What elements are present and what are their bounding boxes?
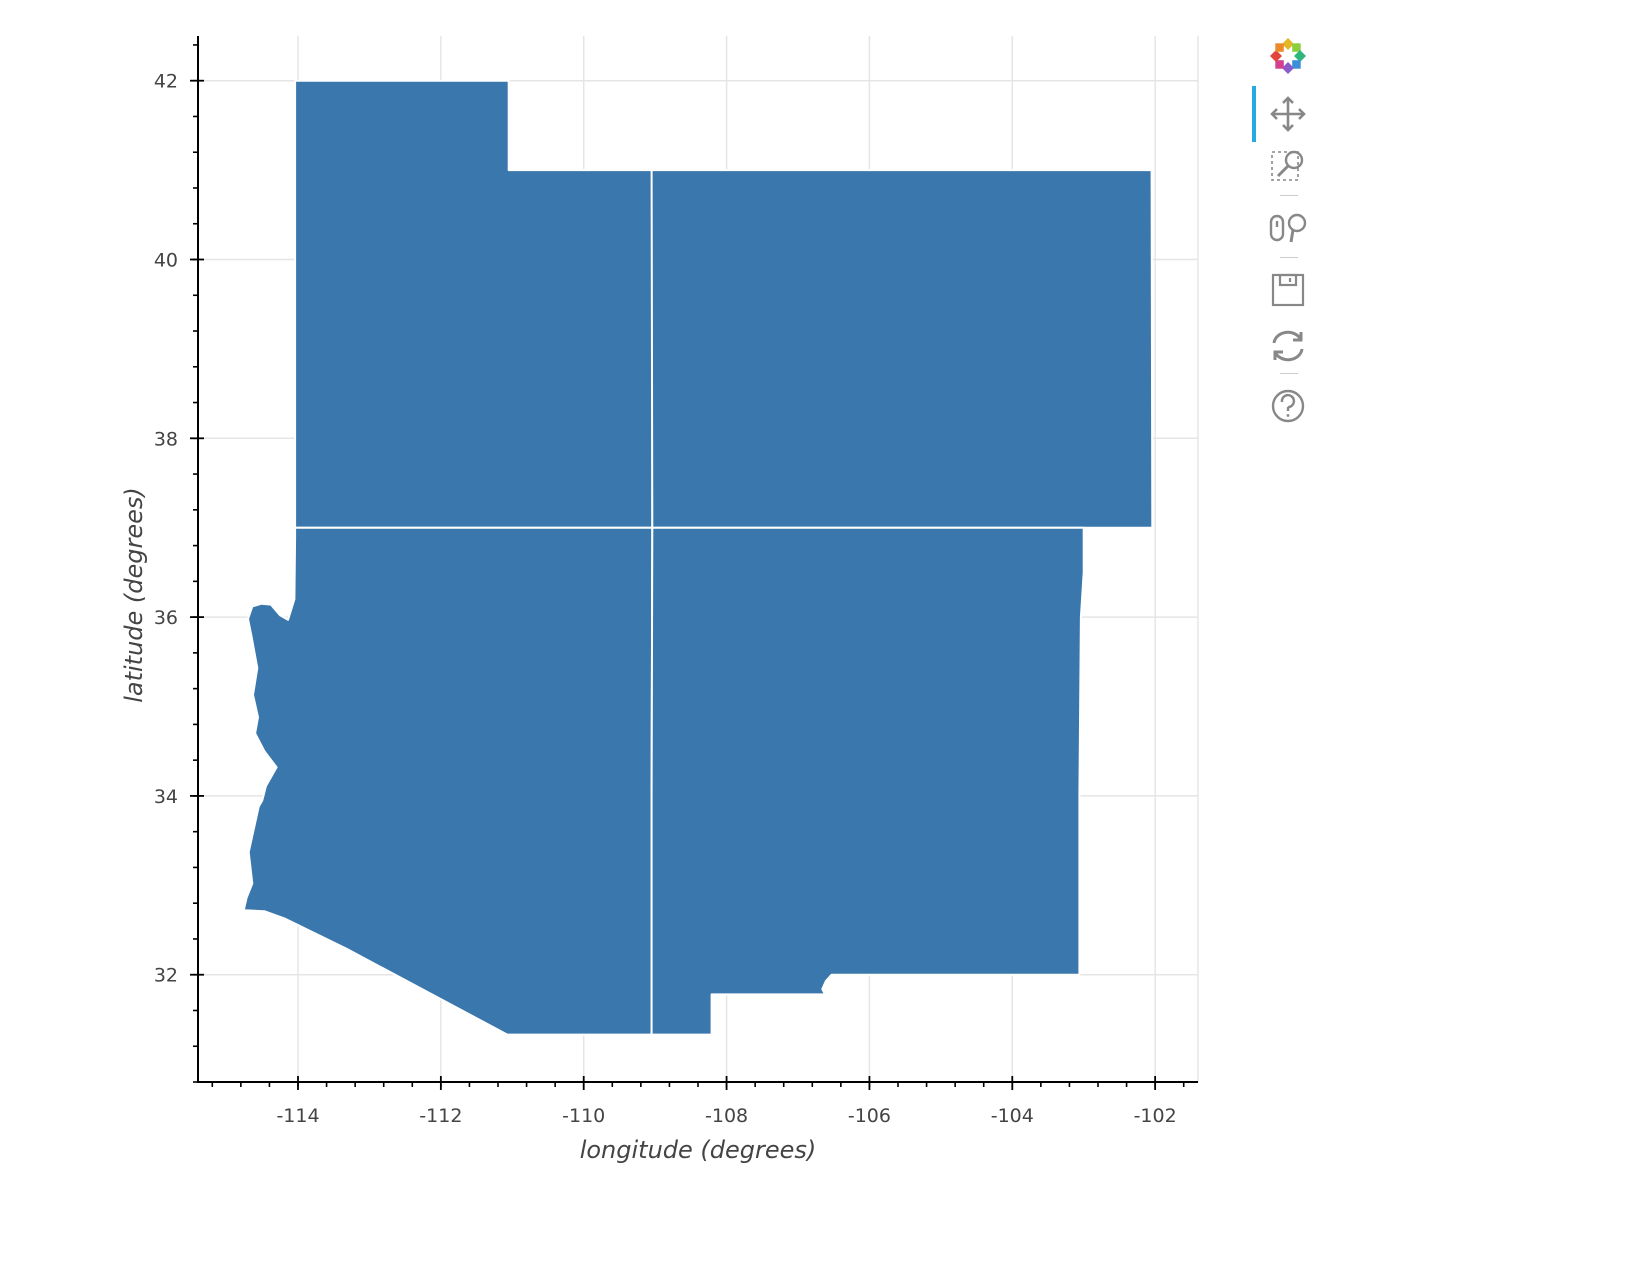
wheel-zoom-icon[interactable] [1258,202,1318,254]
reset-icon[interactable] [1258,320,1318,372]
y-tick-label: 42 [154,71,178,93]
toolbar-divider [1280,373,1298,374]
x-tick-label: -104 [991,1105,1034,1127]
x-tick-label: -108 [705,1105,748,1127]
plot-toolbar [1252,30,1318,450]
y-axis-title: latitude (degrees) [120,487,148,703]
y-tick-label: 38 [154,428,178,450]
y-tick-label: 40 [154,250,178,272]
x-axis-title: longitude (degrees) [580,1136,817,1164]
bokeh-logo-icon[interactable] [1258,30,1318,82]
y-tick-label: 32 [154,965,178,987]
region-patches [242,79,1154,1036]
y-tick-label: 34 [154,786,178,808]
region-patch-southwest[interactable] [242,526,654,1036]
x-tick-label: -112 [419,1105,462,1127]
pan-icon[interactable] [1258,88,1318,140]
toolbar-divider [1280,195,1298,196]
x-tick-label: -106 [848,1105,891,1127]
help-icon[interactable] [1258,380,1318,432]
x-tick-label: -114 [276,1105,319,1127]
region-patch-northeast[interactable] [650,169,1154,529]
active-tool-indicator [1252,86,1256,142]
axes: -114 -112 -110 -108 -106 -104 -102 32 34 36 38 40 4… [154,36,1198,1127]
toolbar-divider [1280,257,1298,258]
x-tick-label: -110 [562,1105,605,1127]
region-patch-southeast[interactable] [650,526,1085,1036]
x-tick-label: -102 [1134,1105,1177,1127]
box-zoom-icon[interactable] [1258,140,1318,192]
region-patch-northwest[interactable] [294,79,654,529]
x-axis-ticks: -114 -112 -110 -108 -106 -104 -102 [211,1076,1185,1127]
y-axis-ticks: 32 34 36 38 40 42 [154,44,204,1083]
y-tick-label: 36 [154,607,178,629]
save-icon[interactable] [1258,264,1318,316]
